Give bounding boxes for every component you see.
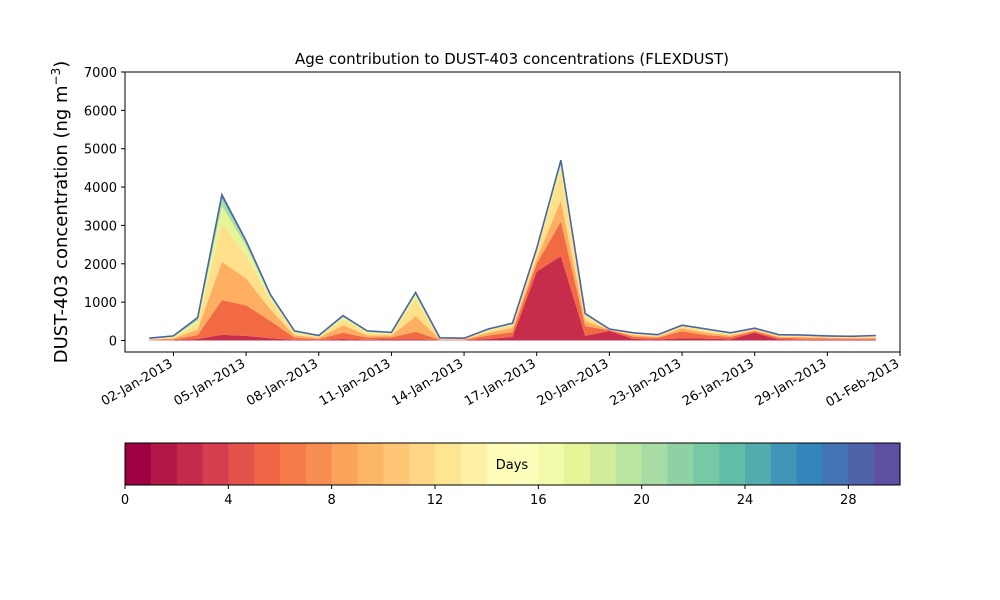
colorbar-cell — [538, 443, 565, 485]
colorbar-cell — [874, 443, 901, 485]
y-axis-label-suffix: ) — [51, 61, 72, 68]
colorbar: Days 0 4 8 12 16 20 24 28 — [121, 442, 901, 508]
y-tick-label: 0 — [109, 334, 117, 349]
colorbar-cell — [590, 443, 617, 485]
x-tick-label: 14-Jan-2013 — [389, 356, 466, 409]
colorbar-cell — [615, 443, 643, 485]
y-axis-label: DUST-403 concentration (ng m−3) — [49, 61, 72, 364]
colorbar-cell — [305, 443, 333, 485]
y-tick-label: 4000 — [84, 181, 117, 196]
colorbar-cell — [564, 443, 591, 485]
colorbar-cell — [150, 443, 178, 485]
colorbar-cell — [641, 443, 669, 485]
x-tick-label: 01-Feb-2013 — [823, 356, 902, 410]
colorbar-cell — [331, 443, 359, 485]
colorbar-frame — [124, 442, 901, 486]
x-tick-label: 20-Jan-2013 — [535, 356, 612, 409]
colorbar-cell — [202, 443, 229, 485]
colorbar-cell — [357, 443, 384, 485]
colorbar-tick-label: 4 — [224, 493, 232, 508]
colorbar-label: Days — [496, 458, 529, 473]
colorbar-cell — [280, 443, 307, 485]
colorbar-cell — [460, 443, 488, 485]
colorbar-tick-label: 12 — [427, 493, 444, 508]
y-tick-label: 6000 — [84, 104, 117, 119]
colorbar-cell — [383, 443, 410, 485]
y-axis-ticks: 0 1000 2000 3000 4000 5000 6000 7000 — [84, 66, 125, 349]
colorbar-tick-label: 0 — [121, 493, 129, 508]
x-tick-label: 11-Jan-2013 — [317, 356, 394, 409]
colorbar-cell — [770, 443, 798, 485]
age-band-areas — [149, 160, 876, 341]
colorbar-cell — [822, 443, 849, 485]
colorbar-cell — [435, 443, 462, 485]
y-tick-label: 7000 — [84, 66, 117, 81]
colorbar-cell — [228, 443, 255, 485]
colorbar-cell — [693, 443, 720, 485]
y-tick-label: 1000 — [84, 296, 117, 311]
chart-title: Age contribution to DUST-403 concentrati… — [295, 50, 729, 68]
y-axis-label-exponent: −3 — [49, 68, 63, 86]
colorbar-cell — [486, 443, 514, 485]
colorbar-cell — [719, 443, 746, 485]
colorbar-cell — [848, 443, 875, 485]
colorbar-cell — [176, 443, 204, 485]
y-tick-label: 5000 — [84, 143, 117, 158]
plot-area-frame — [124, 71, 901, 353]
colorbar-tick-label: 8 — [328, 493, 336, 508]
x-tick-label: 23-Jan-2013 — [607, 356, 684, 409]
x-axis-ticks: 02-Jan-201305-Jan-201308-Jan-201311-Jan-… — [99, 352, 902, 410]
colorbar-tick-label: 24 — [737, 493, 754, 508]
colorbar-cell — [125, 443, 152, 485]
total-concentration-line — [149, 159, 876, 340]
y-tick-label: 2000 — [84, 258, 117, 273]
colorbar-cell — [745, 443, 772, 485]
colorbar-ticks: 0 4 8 12 16 20 24 28 — [121, 485, 857, 508]
x-tick-label: 17-Jan-2013 — [462, 356, 539, 409]
colorbar-cells — [125, 443, 901, 485]
colorbar-cell — [796, 443, 824, 485]
colorbar-tick-label: 20 — [633, 493, 650, 508]
colorbar-cell — [254, 443, 281, 485]
colorbar-cell — [667, 443, 694, 485]
colorbar-tick-label: 28 — [840, 493, 857, 508]
x-tick-label: 29-Jan-2013 — [753, 356, 830, 409]
x-tick-label: 05-Jan-2013 — [172, 356, 249, 409]
y-tick-label: 3000 — [84, 219, 117, 234]
colorbar-tick-label: 16 — [530, 493, 547, 508]
colorbar-cell — [409, 443, 436, 485]
x-tick-label: 08-Jan-2013 — [244, 356, 321, 409]
age-band-area-4-8 — [149, 221, 876, 341]
x-tick-label: 02-Jan-2013 — [99, 356, 176, 409]
x-tick-label: 26-Jan-2013 — [680, 356, 757, 409]
colorbar-cell — [512, 443, 539, 485]
y-axis-label-text: DUST-403 concentration (ng m — [51, 85, 72, 363]
